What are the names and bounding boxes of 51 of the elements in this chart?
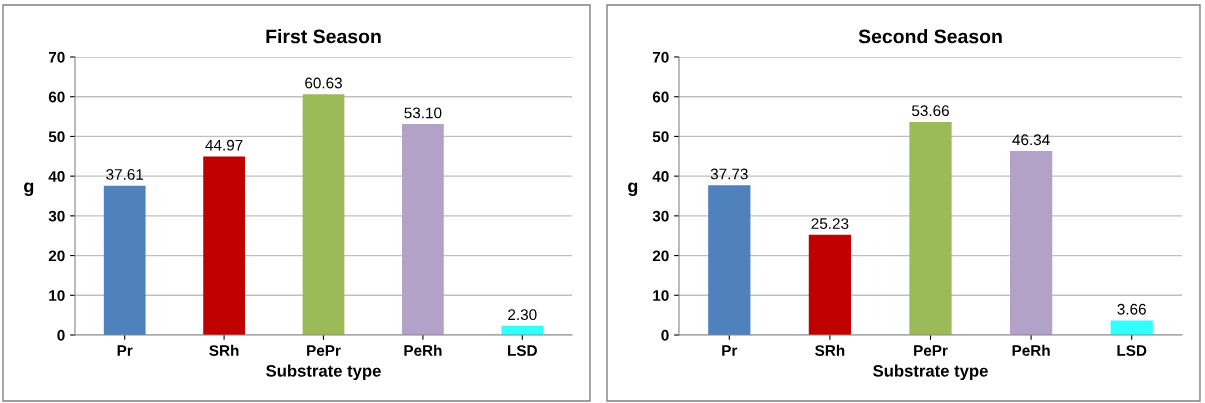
y-tick-label: 20 — [48, 250, 65, 262]
data-label: 3.66 — [1117, 303, 1146, 315]
y-tick-label: 10 — [653, 290, 669, 301]
x-tick-label: SRh — [209, 344, 239, 356]
data-label: 44.97 — [205, 139, 243, 151]
y-tick-label: 40 — [48, 171, 65, 182]
y-tick-label: 10 — [49, 290, 65, 301]
x-tick-label: SRh — [815, 344, 845, 356]
data-label: 37.73 — [710, 168, 748, 180]
data-label: 46.34 — [1012, 134, 1050, 146]
bar — [103, 185, 146, 335]
x-axis-title: Substrate type — [266, 364, 381, 381]
chart-title: First Season — [266, 29, 381, 44]
bar — [302, 94, 345, 335]
x-tick-label: LSD — [508, 345, 537, 356]
y-tick-label: 60 — [652, 91, 669, 103]
data-label: 53.10 — [404, 107, 442, 119]
y-tick-label: 30 — [652, 210, 669, 222]
y-tick-label: 0 — [57, 329, 65, 341]
x-axis-title: Substrate type — [873, 364, 988, 381]
x-tick-label: PeRh — [1012, 344, 1050, 356]
x-tick-label: PePr — [914, 345, 948, 356]
bar — [402, 124, 444, 335]
y-tick-label: 0 — [661, 329, 669, 341]
bar — [708, 185, 751, 335]
y-axis-title: g — [24, 182, 34, 196]
bar — [808, 234, 852, 335]
x-tick-label: Pr — [117, 345, 133, 356]
y-tick-label: 40 — [652, 171, 669, 182]
data-label: 25.23 — [811, 218, 849, 229]
y-tick-label: 30 — [48, 210, 65, 222]
chart-title: Second Season — [858, 29, 1002, 44]
y-tick-label: 70 — [652, 51, 669, 63]
y-tick-label: 60 — [48, 91, 65, 103]
data-label: 53.66 — [912, 105, 949, 117]
bar — [203, 156, 245, 335]
y-tick-label: 70 — [48, 51, 65, 63]
y-axis-title: g — [628, 182, 638, 196]
x-tick-label: Pr — [722, 345, 738, 356]
bar — [1009, 150, 1053, 335]
y-tick-label: 20 — [652, 250, 669, 262]
bar — [909, 121, 952, 335]
x-tick-label: LSD — [1117, 345, 1147, 356]
data-label: 2.30 — [508, 309, 537, 321]
x-tick-label: PePr — [307, 345, 341, 356]
data-label: 37.61 — [106, 169, 144, 180]
x-tick-label: PeRh — [404, 344, 442, 356]
y-tick-label: 50 — [48, 131, 65, 143]
bar — [1110, 320, 1153, 335]
data-label: 60.63 — [305, 77, 342, 89]
y-tick-label: 50 — [652, 131, 669, 143]
